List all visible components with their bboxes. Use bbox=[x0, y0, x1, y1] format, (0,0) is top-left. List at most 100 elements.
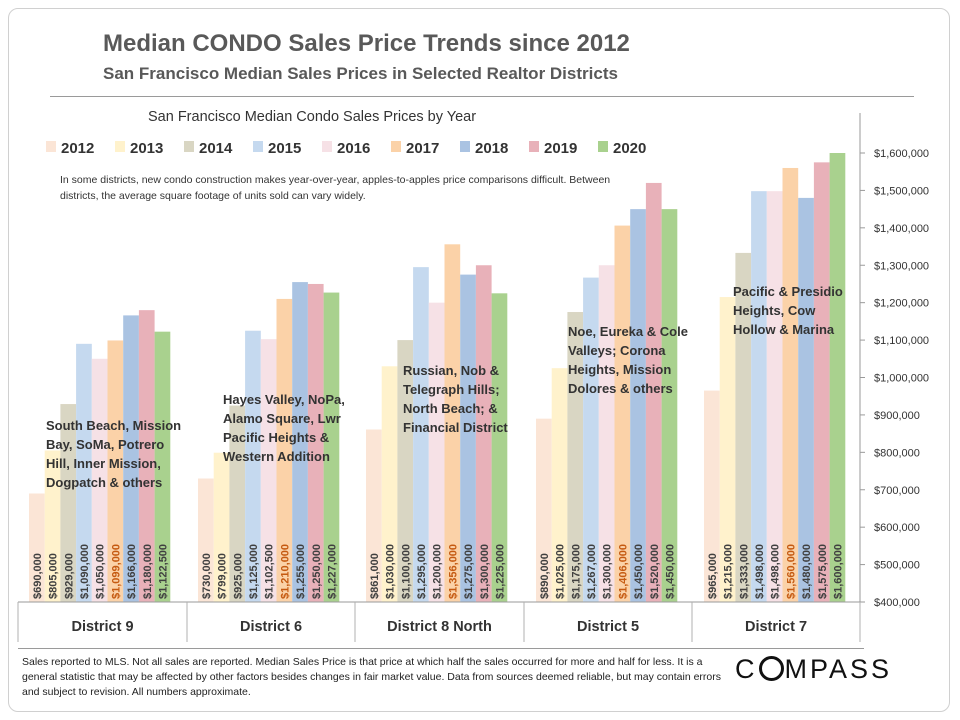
bar-district-5-2018 bbox=[630, 209, 646, 602]
x-tick-label: District 8 North bbox=[387, 619, 492, 635]
bar-district-5-2020 bbox=[661, 209, 678, 602]
bar-district-8-north-2015 bbox=[413, 267, 429, 602]
y-tick-label: $1,400,000 bbox=[874, 223, 929, 235]
district-note-line: Hollow & Marina bbox=[733, 322, 835, 337]
data-label: $890,000 bbox=[539, 553, 551, 599]
bar-district-7-2018 bbox=[798, 197, 814, 602]
bar-district-9-2016 bbox=[91, 358, 108, 602]
legend-label-2013: 2013 bbox=[130, 140, 163, 157]
x-axis: District 9 District 6 District 8 North Dist… bbox=[17, 601, 861, 642]
bar-district-5-2013 bbox=[551, 368, 568, 602]
bar-district-9-2019 bbox=[138, 310, 155, 602]
bar-district-7-2020 bbox=[829, 153, 846, 602]
district-note-line: Dogpatch & others bbox=[46, 475, 162, 490]
bar-district-5-2014 bbox=[567, 312, 584, 602]
district-note-line: Pacific Heights & bbox=[223, 430, 329, 445]
legend-label-2014: 2014 bbox=[199, 140, 233, 157]
bar-group: $690,000 $805,000 $929,000 $1,090,000 $1,050… bbox=[29, 153, 846, 603]
page-title: Median CONDO Sales Price Trends since 20… bbox=[103, 30, 630, 57]
district-note-line: Bay, SoMa, Potrero bbox=[46, 437, 164, 452]
data-label: $1,210,000 bbox=[279, 544, 291, 599]
data-label: $799,000 bbox=[217, 553, 229, 599]
data-label: $1,300,000 bbox=[602, 544, 614, 599]
logo-text-left: C bbox=[735, 654, 758, 684]
data-label: $1,267,000 bbox=[586, 544, 598, 599]
data-label: $1,275,000 bbox=[463, 544, 475, 599]
bar-district-7-2017 bbox=[782, 167, 799, 602]
bar-district-9-2013 bbox=[44, 450, 61, 602]
data-label: $1,030,000 bbox=[385, 544, 397, 599]
data-label: $1,215,000 bbox=[723, 544, 735, 599]
data-label: $1,300,000 bbox=[479, 544, 491, 599]
data-label: $965,000 bbox=[707, 553, 719, 599]
bar-district-9-2020 bbox=[154, 331, 171, 602]
x-tick-label: District 6 bbox=[240, 619, 302, 635]
y-tick-label: $1,500,000 bbox=[874, 185, 929, 197]
district-note-line: Noe, Eureka & Cole bbox=[568, 324, 688, 339]
bar-district-9-2015 bbox=[76, 343, 92, 602]
legend-label-2019: 2019 bbox=[544, 140, 577, 157]
legend-swatch-2016 bbox=[322, 141, 332, 152]
bar-district-5-2015 bbox=[583, 277, 599, 602]
data-label: $1,520,000 bbox=[649, 544, 661, 599]
slide-frame bbox=[8, 8, 950, 712]
bar-district-6-2014 bbox=[229, 405, 246, 602]
bar-district-7-2016 bbox=[766, 191, 783, 603]
data-label: $1,175,000 bbox=[570, 544, 582, 599]
data-label: $1,600,000 bbox=[832, 544, 844, 599]
data-label: $1,560,000 bbox=[785, 544, 797, 599]
bar-district-5-2017 bbox=[614, 225, 631, 603]
header-divider bbox=[50, 96, 914, 97]
bar-district-6-2016 bbox=[260, 339, 277, 602]
bar-district-8-north-2012 bbox=[366, 429, 382, 602]
bar-district-9-2018 bbox=[123, 315, 139, 602]
data-label: $1,450,000 bbox=[633, 544, 645, 599]
data-label: $1,227,000 bbox=[326, 544, 338, 599]
data-label: $1,250,000 bbox=[311, 544, 323, 599]
legend-swatch-2014 bbox=[184, 141, 194, 152]
y-tick-label: $800,000 bbox=[874, 447, 920, 459]
data-label: $1,099,000 bbox=[110, 544, 122, 599]
chart-note: In some districts, new condo constructio… bbox=[60, 174, 610, 202]
logo-text-right: MPASS bbox=[784, 654, 893, 684]
bar-district-7-2013 bbox=[719, 297, 736, 602]
district-note-line: Russian, Nob & bbox=[403, 363, 499, 378]
data-label: $1,498,000 bbox=[754, 544, 766, 599]
data-label: $1,180,000 bbox=[142, 544, 154, 599]
y-tick-label: $400,000 bbox=[874, 597, 920, 609]
bar-district-7-2012 bbox=[704, 390, 720, 602]
bar-district-9-2012 bbox=[29, 493, 45, 602]
bar-district-8-north-2019 bbox=[475, 265, 492, 602]
legend-swatch-2012 bbox=[46, 141, 56, 152]
legend-swatch-2015 bbox=[253, 141, 263, 152]
data-label: $1,225,000 bbox=[494, 544, 506, 599]
data-label: $1,450,000 bbox=[664, 544, 676, 599]
y-tick-label: $1,100,000 bbox=[874, 335, 929, 347]
district-note-line: Valleys; Corona bbox=[568, 343, 666, 358]
bar-district-8-north-2014 bbox=[397, 340, 414, 602]
compass-logo: C MPASS bbox=[735, 654, 892, 685]
legend-label-2018: 2018 bbox=[475, 140, 508, 157]
legend-swatch-2017 bbox=[391, 141, 401, 152]
page-subtitle: San Francisco Median Sales Prices in Sel… bbox=[103, 64, 618, 83]
data-label: $1,406,000 bbox=[617, 544, 629, 599]
chart-note-line: In some districts, new condo constructio… bbox=[60, 174, 610, 186]
legend-label-2012: 2012 bbox=[61, 140, 94, 157]
district-note-line: Alamo Square, Lwr bbox=[223, 411, 341, 426]
bar-district-7-2019 bbox=[813, 162, 830, 602]
data-label: $1,122,500 bbox=[157, 544, 169, 599]
district-note-line: Hill, Inner Mission, bbox=[46, 456, 161, 471]
data-label: $1,025,000 bbox=[555, 544, 567, 599]
x-tick-label: District 7 bbox=[745, 619, 807, 635]
data-label: $861,000 bbox=[369, 553, 381, 599]
data-label: $1,356,000 bbox=[447, 544, 459, 599]
district-note-line: Western Addition bbox=[223, 449, 330, 464]
data-label: $1,333,000 bbox=[738, 544, 750, 599]
legend-label-2016: 2016 bbox=[337, 140, 370, 157]
data-label: $1,480,000 bbox=[801, 544, 813, 599]
district-note-line: Hayes Valley, NoPa, bbox=[223, 392, 345, 407]
bar-district-6-2020 bbox=[323, 292, 340, 602]
data-label: $1,166,000 bbox=[126, 544, 138, 599]
district-note-line: Dolores & others bbox=[568, 381, 673, 396]
